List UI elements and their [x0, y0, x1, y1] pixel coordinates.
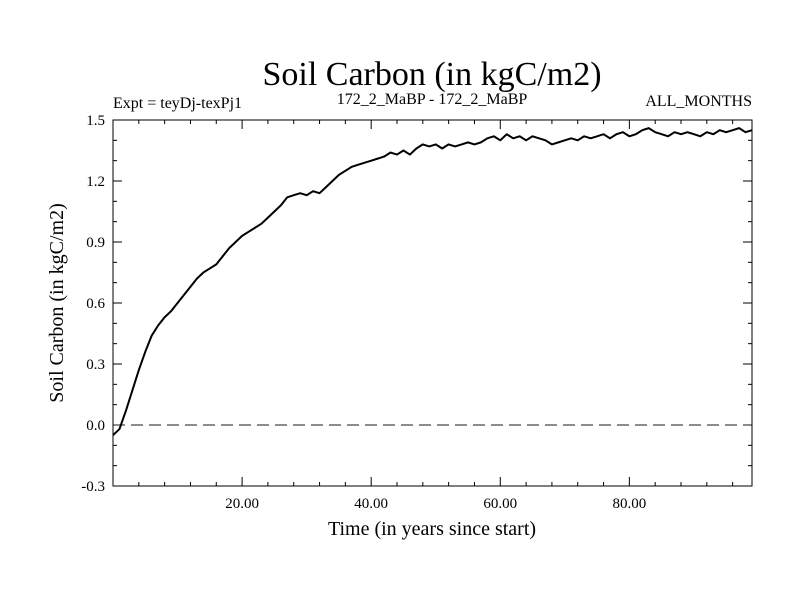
tick-labels: 20.00 40.00 60.00 80.00 -0.3 0.0 0.3 0.6 0.9 1.2 1… — [81, 113, 646, 512]
x-tick-label: 60.00 — [483, 496, 517, 512]
x-tick-label: 40.00 — [354, 496, 388, 512]
subtitle-experiment: Expt = teyDj-texPj1 — [113, 95, 242, 112]
chart-title: Soil Carbon (in kgC/m2) — [262, 56, 601, 93]
y-tick-label: 0.6 — [86, 296, 105, 312]
y-tick-label: 0.3 — [86, 357, 105, 373]
major-ticks — [113, 119, 752, 487]
x-tick-label: 20.00 — [225, 496, 259, 512]
y-tick-label: -0.3 — [81, 479, 105, 495]
y-tick-label: 0.9 — [86, 235, 105, 251]
series-line — [112, 127, 753, 436]
series-layer — [112, 127, 753, 436]
y-tick-label: 1.5 — [86, 113, 105, 129]
y-axis-label: Soil Carbon (in kgC/m2) — [46, 203, 68, 402]
y-tick-label: 1.2 — [86, 174, 105, 190]
x-axis-label: Time (in years since start) — [328, 518, 536, 540]
minor-ticks — [113, 120, 752, 486]
subtitle-period: 172_2_MaBP - 172_2_MaBP — [337, 91, 528, 108]
plot-frame — [112, 119, 753, 487]
subtitle-months: ALL_MONTHS — [645, 93, 752, 110]
x-tick-label: 80.00 — [612, 496, 646, 512]
y-tick-label: 0.0 — [86, 418, 105, 434]
